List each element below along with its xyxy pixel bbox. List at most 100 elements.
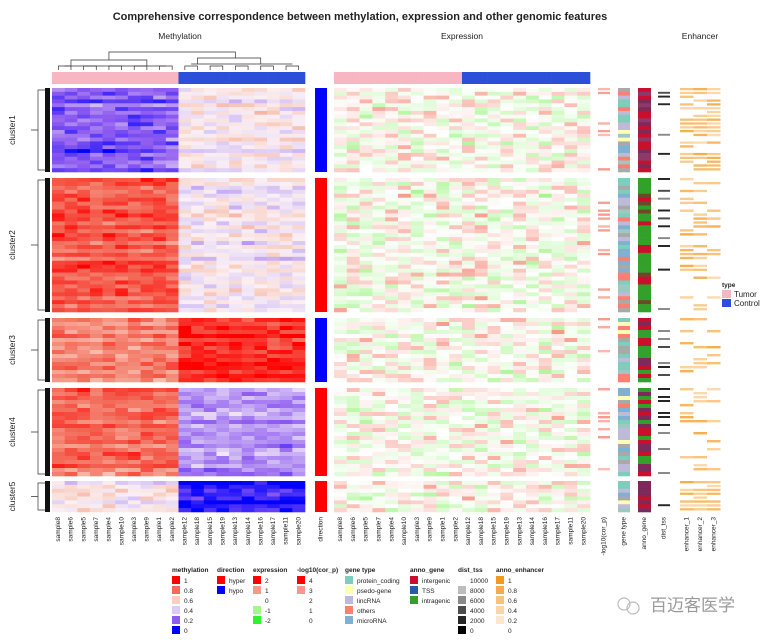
gene-type-cell: [618, 152, 630, 158]
expression-cell: [398, 318, 412, 323]
methylation-cell: [102, 248, 116, 254]
expression-cell: [436, 237, 450, 242]
log10-cor-p-cell: [598, 362, 610, 365]
expression-cell: [423, 346, 437, 351]
expression-cell: [410, 362, 424, 367]
methylation-cell: [203, 444, 217, 449]
log10-cor-p-cell: [598, 408, 610, 411]
expression-cell: [359, 209, 373, 214]
expression-cell: [410, 221, 424, 226]
methylation-cell: [165, 280, 179, 285]
expression-cell: [359, 252, 373, 258]
methylation-cell: [178, 488, 192, 493]
methylation-cell: [191, 400, 205, 405]
gene-type-cell: [618, 366, 630, 371]
expression-cell: [423, 126, 437, 131]
methylation-cell: [89, 354, 103, 359]
expression-cell: [551, 107, 565, 112]
methylation-cell: [64, 233, 78, 238]
expression-cell: [526, 468, 540, 473]
methylation-cell: [279, 496, 293, 501]
expression-cell: [334, 408, 348, 413]
expression-cell: [334, 133, 348, 138]
methylation-cell: [153, 160, 167, 165]
expression-cell: [398, 168, 412, 173]
expression-cell: [500, 164, 514, 169]
expression-cell: [398, 178, 412, 183]
expression-cell: [423, 484, 437, 490]
gene-type-cell: [618, 241, 630, 246]
methylation-cell: [241, 118, 255, 123]
methylation-cell: [153, 201, 167, 206]
methylation-cell: [77, 412, 91, 417]
methylation-cell: [89, 452, 103, 457]
methylation-cell: [229, 392, 243, 397]
methylation-cell: [229, 472, 243, 477]
dist-tss-cell: [658, 197, 670, 200]
anno-gene-cell: [638, 504, 651, 509]
methylation-cell: [165, 268, 179, 273]
methylation-cell: [165, 350, 179, 355]
log10-cor-p-cell: [598, 456, 610, 459]
expression-cell: [538, 420, 552, 425]
expression-cell: [398, 284, 412, 289]
methylation-cell: [127, 492, 141, 497]
methylation-cell: [229, 276, 243, 281]
methylation-cell: [102, 464, 116, 469]
expression-cell: [474, 241, 488, 246]
expression-cell: [372, 133, 386, 138]
expression-cell: [346, 225, 360, 230]
methylation-cell: [292, 481, 306, 486]
methylation-cell: [127, 237, 141, 242]
expression-cell: [551, 358, 565, 363]
methylation-cell: [52, 342, 65, 347]
expression-cell: [346, 118, 360, 123]
methylation-cell: [292, 126, 306, 131]
log10-cor-p-cell: [598, 252, 610, 256]
expression-sample-label: sample5: [363, 517, 370, 542]
expression-cell: [564, 164, 578, 169]
methylation-cell: [254, 408, 268, 413]
expression-cell: [564, 452, 578, 457]
methylation-cell: [102, 118, 116, 123]
bottom-legends: methylation10.80.60.40.20directionhyperh…: [172, 567, 545, 635]
expression-cell: [372, 468, 386, 473]
expression-cell: [449, 178, 463, 183]
expression-cell: [577, 338, 591, 343]
anno-gene-cell: [638, 392, 651, 397]
methylation-cell: [52, 229, 65, 234]
expression-cell: [346, 107, 360, 112]
methylation-cell: [267, 276, 280, 281]
expression-cell: [564, 396, 578, 401]
expression-cell: [462, 420, 476, 425]
expression-cell: [462, 114, 476, 119]
methylation-cell: [140, 408, 154, 413]
expression-cell: [526, 424, 540, 429]
methylation-cell: [178, 308, 192, 313]
expression-cell: [487, 178, 501, 183]
expression-cell: [449, 472, 463, 477]
methylation-cell: [153, 428, 167, 433]
methylation-cell: [153, 91, 167, 96]
expression-cell: [423, 88, 437, 93]
expression-cell: [449, 378, 463, 383]
methylation-cell: [229, 428, 243, 433]
expression-cell: [334, 225, 348, 230]
expression-cell: [410, 217, 424, 222]
expression-cell: [564, 213, 578, 218]
gene-type-cell: [618, 292, 630, 297]
expression-cell: [449, 292, 463, 297]
expression-cell: [449, 318, 463, 323]
methylation-cell: [165, 288, 179, 293]
expression-cell: [385, 256, 399, 262]
expression-cell: [346, 456, 360, 461]
methylation-cell: [267, 130, 280, 135]
methylation-cell: [279, 412, 293, 417]
methylation-cell: [64, 221, 78, 226]
expression-cell: [385, 346, 399, 351]
expression-cell: [346, 114, 360, 119]
expression-cell: [551, 504, 565, 509]
expression-cell: [423, 472, 437, 477]
methylation-cell: [191, 500, 205, 505]
expression-cell: [334, 468, 348, 473]
